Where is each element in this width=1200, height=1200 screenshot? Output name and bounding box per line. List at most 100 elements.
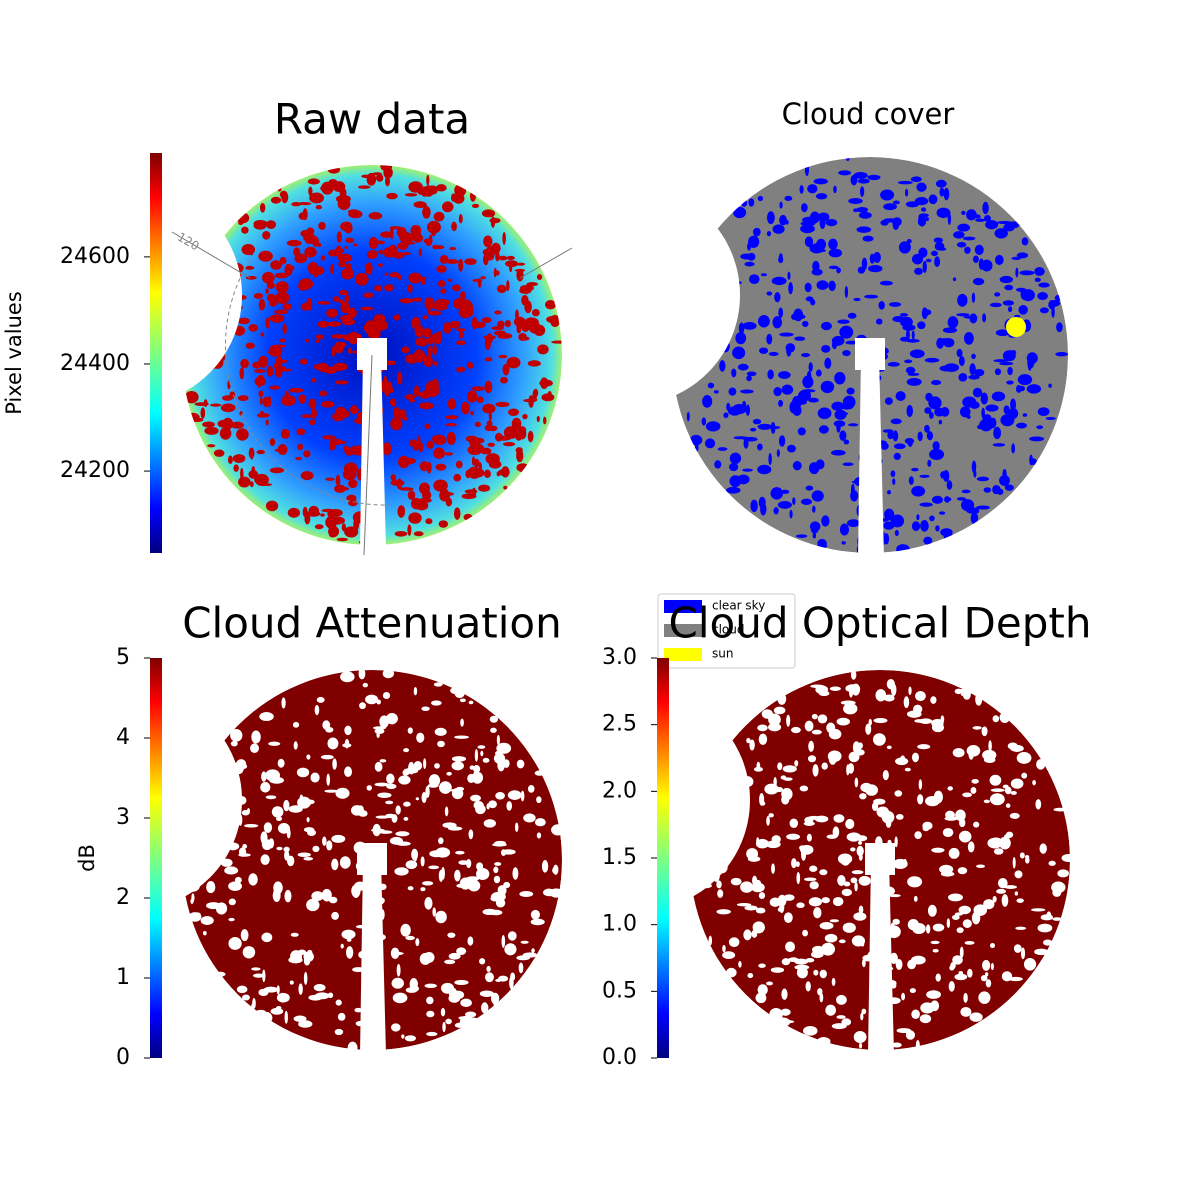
sky-blob — [469, 437, 480, 448]
sky-blob — [796, 902, 805, 909]
sky-blob — [820, 321, 832, 331]
sky-blob — [853, 297, 861, 302]
sky-blob — [418, 402, 434, 410]
sky-blob — [812, 260, 820, 272]
sky-blob — [432, 907, 436, 917]
sky-blob — [427, 345, 432, 357]
sky-blob — [485, 453, 500, 465]
sky-blob — [936, 207, 951, 219]
sky-blob — [259, 202, 266, 213]
sky-blob — [966, 209, 977, 221]
sky-blob — [768, 453, 772, 466]
sky-blob — [344, 245, 348, 250]
sky-blob — [1036, 759, 1046, 770]
sky-blob — [384, 284, 394, 292]
sky-blob — [265, 795, 277, 800]
sky-blob — [250, 452, 254, 460]
sky-blob — [691, 297, 701, 310]
sky-blob — [328, 249, 339, 257]
sky-blob — [957, 293, 968, 307]
sky-blob — [850, 847, 856, 852]
sky-blob — [187, 808, 192, 815]
sky-blob — [337, 1012, 346, 1021]
sky-blob — [477, 745, 486, 749]
sky-blob — [809, 462, 820, 475]
sky-blob — [856, 206, 869, 213]
sky-blob — [454, 735, 470, 739]
colorbar-label: dB — [75, 844, 99, 872]
sky-blob — [737, 474, 750, 485]
sky-blob — [894, 836, 898, 848]
sky-blob — [260, 1011, 273, 1024]
sky-blob — [329, 517, 341, 522]
sky-blob — [426, 1010, 435, 1018]
sky-blob — [873, 251, 881, 264]
sky-blob — [817, 988, 823, 996]
sky-blob — [906, 404, 914, 418]
colorbar-tick-label: 0.5 — [602, 978, 637, 1003]
sky-blob — [390, 474, 397, 482]
sky-blob — [876, 806, 890, 818]
sky-blob — [952, 748, 965, 758]
sky-blob — [322, 720, 331, 730]
sky-blob — [530, 918, 545, 926]
sky-blob — [792, 957, 796, 961]
sky-blob — [939, 864, 954, 874]
sky-blob — [447, 932, 456, 938]
sky-blob — [317, 362, 329, 373]
sky-blob — [372, 172, 383, 176]
sky-blob — [228, 262, 244, 274]
sky-blob — [829, 919, 839, 923]
sun-marker — [1006, 317, 1026, 337]
sky-blob — [819, 921, 834, 930]
sky-blob — [964, 246, 971, 254]
sky-blob — [203, 344, 216, 348]
sky-blob — [433, 301, 449, 311]
sky-blob — [366, 785, 372, 791]
sky-blob — [488, 411, 492, 421]
sky-blob — [227, 294, 235, 304]
sky-blob — [270, 260, 282, 270]
sky-blob — [997, 878, 1008, 889]
sky-blob — [911, 1009, 920, 1020]
sky-blob — [206, 880, 216, 894]
sky-blob — [914, 267, 923, 275]
sky-blob — [1007, 366, 1013, 376]
sky-blob — [722, 951, 736, 959]
sky-blob — [520, 940, 529, 944]
sky-blob — [492, 842, 507, 847]
sky-blob — [932, 923, 945, 932]
sky-blob — [413, 225, 422, 237]
sky-blob — [227, 455, 233, 464]
sky-blob — [948, 847, 960, 859]
sky-blob — [833, 185, 837, 194]
sky-blob — [456, 947, 467, 955]
sky-blob — [1019, 852, 1025, 859]
sky-blob — [524, 300, 532, 314]
sky-blob — [829, 686, 841, 691]
sky-blob — [227, 842, 240, 851]
sky-blob — [369, 472, 384, 483]
sky-blob — [503, 442, 516, 447]
legend-label: cloud — [712, 623, 745, 637]
sky-blob — [202, 421, 216, 428]
sky-blob — [838, 411, 849, 416]
sky-blob — [384, 272, 389, 276]
sky-blob — [956, 241, 967, 248]
sky-blob — [783, 912, 793, 924]
sky-blob — [802, 216, 817, 224]
sky-blob — [389, 226, 402, 230]
sky-blob — [320, 513, 325, 517]
sky-blob — [351, 350, 365, 354]
sky-blob — [853, 912, 867, 921]
sky-blob — [298, 212, 308, 220]
sky-blob — [518, 428, 527, 440]
sky-blob — [329, 508, 343, 517]
sky-blob — [806, 370, 812, 382]
sky-blob — [942, 469, 950, 482]
sky-blob — [511, 417, 522, 430]
sky-blob — [875, 689, 887, 702]
sky-blob — [274, 272, 289, 279]
sky-blob — [367, 1039, 374, 1047]
